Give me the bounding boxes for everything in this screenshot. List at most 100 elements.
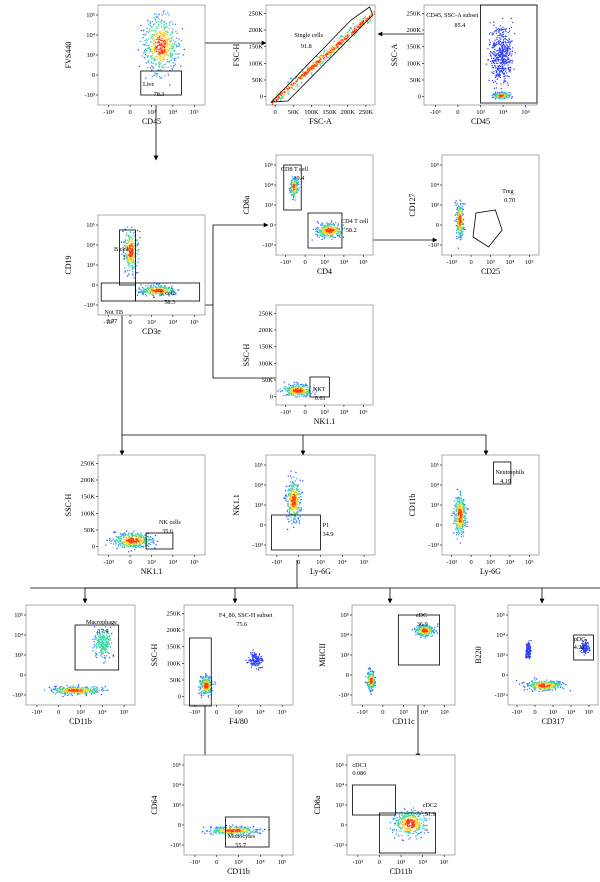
y-tick-label: 10³	[15, 652, 24, 659]
y-tick-label: 10⁵	[264, 162, 273, 169]
y-axis-label: CD11b	[408, 494, 417, 517]
gate-outline	[145, 532, 174, 550]
gate-name: P1	[323, 522, 330, 529]
density-dots	[389, 807, 430, 841]
x-tick-label: 10³	[549, 709, 558, 716]
y-tick-label: -10³	[428, 242, 439, 249]
gate-name: NKT	[313, 386, 326, 393]
y-tick-label: 50K	[410, 77, 422, 84]
y-tick-label: 10³	[497, 652, 506, 659]
gate-frequency: 17.4	[98, 628, 109, 635]
x-tick-label: 10⁵	[190, 559, 199, 566]
x-tick-label: 10⁴	[506, 559, 516, 566]
flow-plot-p11: Macrophage 17.4 -10³ 0 10³ 10⁴ 10⁵ 10⁵ 10⁴ 10³ 0 -1…	[0, 604, 136, 726]
y-tick-label: 10⁵	[335, 762, 344, 769]
x-tick-label: -10³	[446, 559, 457, 566]
y-tick-label: 10⁵	[86, 12, 95, 19]
y-tick-label: 10⁵	[86, 222, 95, 229]
y-axis-label: SSC-H	[64, 493, 73, 516]
y-tick-label: 10³	[255, 502, 264, 509]
gate-name: T cells	[160, 290, 177, 297]
y-tick-label: 0	[270, 222, 273, 229]
density-dots	[515, 638, 591, 693]
y-tick-label: 200K	[407, 27, 422, 34]
y-tick-label: 10⁴	[430, 182, 440, 189]
y-tick-label: 0	[20, 672, 23, 679]
x-tick-label: 0	[456, 109, 459, 116]
x-tick-label: 10⁵	[525, 559, 534, 566]
y-tick-label: -10³	[12, 692, 23, 699]
density-dots	[270, 10, 376, 106]
y-tick-label: 10⁵	[14, 612, 23, 619]
y-tick-label: -10³	[262, 242, 273, 249]
gate-frequency: 58.2	[346, 227, 357, 234]
x-tick-label: 10⁴	[340, 409, 350, 416]
x-tick-label: 150K	[322, 109, 337, 116]
flow-plot-p12: F4_80, SSC-H subset 75.6 -10³ 0 10³ 10⁴ 10⁵ 250…	[150, 604, 294, 726]
y-tick-label: 250K	[167, 610, 182, 617]
x-axis-label: CD11b	[227, 867, 250, 876]
x-tick-label: 200K	[341, 109, 356, 116]
gate-frequency: 36.9	[417, 621, 428, 628]
y-axis-label: MHCII	[318, 643, 327, 667]
gate-outline	[307, 212, 343, 249]
y-axis-label: SSC-H	[150, 643, 159, 666]
y-tick-label: 150K	[407, 44, 422, 51]
plot-frame	[97, 454, 206, 556]
gate-frequency: 55.7	[235, 842, 246, 849]
gate-name: cDC1	[352, 762, 366, 769]
x-tick-label: 10³	[234, 709, 243, 716]
gate-name: Treg	[502, 188, 513, 195]
density-dots	[201, 824, 271, 836]
y-axis-label: CD64	[150, 795, 159, 814]
x-tick-label: -10³	[103, 559, 114, 566]
gate-name: NK cells	[159, 519, 181, 526]
x-axis-label: NK1.1	[314, 417, 336, 426]
gate-outline	[351, 784, 396, 816]
flow-plot-p3: CD45, SSC-A subset 85.4 -10³ 0 10³ 10⁴ 10⁵ 250K…	[390, 4, 538, 126]
y-tick-label: 10³	[87, 262, 96, 269]
gate-outline	[397, 614, 440, 666]
gate-outline	[119, 229, 136, 286]
gate-frequency: 39.4	[293, 175, 304, 182]
y-axis-label: CD127	[408, 193, 417, 216]
y-tick-label: 10³	[87, 52, 96, 59]
y-tick-label: 10⁴	[340, 632, 350, 639]
y-tick-label: 100K	[249, 60, 264, 67]
gate-name: Neutrophils	[495, 469, 525, 476]
x-tick-label: 10³	[76, 709, 85, 716]
x-tick-label: 10⁴	[418, 859, 428, 866]
x-tick-label: 10⁴	[499, 109, 509, 116]
y-tick-label: 0	[418, 94, 421, 101]
gate-name: Not TB	[104, 309, 123, 316]
density-dots	[288, 175, 346, 241]
gate-name: CD4 T cell	[341, 218, 369, 225]
y-tick-label: 150K	[249, 44, 264, 51]
y-tick-label: 10⁴	[430, 482, 440, 489]
x-tick-label: 10⁵	[278, 709, 287, 716]
y-tick-label: 0	[260, 522, 263, 529]
x-tick-label: 0	[533, 709, 536, 716]
density-dots	[451, 488, 469, 544]
gating-arrow	[205, 222, 269, 306]
x-axis-label: FSC-A	[309, 117, 332, 126]
y-tick-label: -10³	[170, 842, 181, 849]
gate-frequency: 34.9	[323, 531, 334, 538]
gate-outline	[140, 70, 182, 96]
x-axis-label: CD45	[142, 117, 161, 126]
y-tick-label: 0	[346, 672, 349, 679]
y-tick-label: 0	[92, 72, 95, 79]
y-tick-label: 100K	[407, 60, 422, 67]
x-tick-label: 250K	[359, 109, 374, 116]
gate-outline	[480, 4, 538, 104]
gate-frequency: 0.61	[315, 395, 326, 402]
y-tick-label: 200K	[249, 27, 264, 34]
x-axis-label: CD3e	[142, 327, 161, 336]
gate-name: CD8 T cell	[281, 166, 309, 173]
gate-frequency: 35.6	[162, 528, 173, 535]
x-tick-label: 10⁴	[256, 709, 266, 716]
x-axis-label: Ly-6G	[480, 567, 501, 576]
gate-frequency: 0.086	[352, 770, 366, 777]
